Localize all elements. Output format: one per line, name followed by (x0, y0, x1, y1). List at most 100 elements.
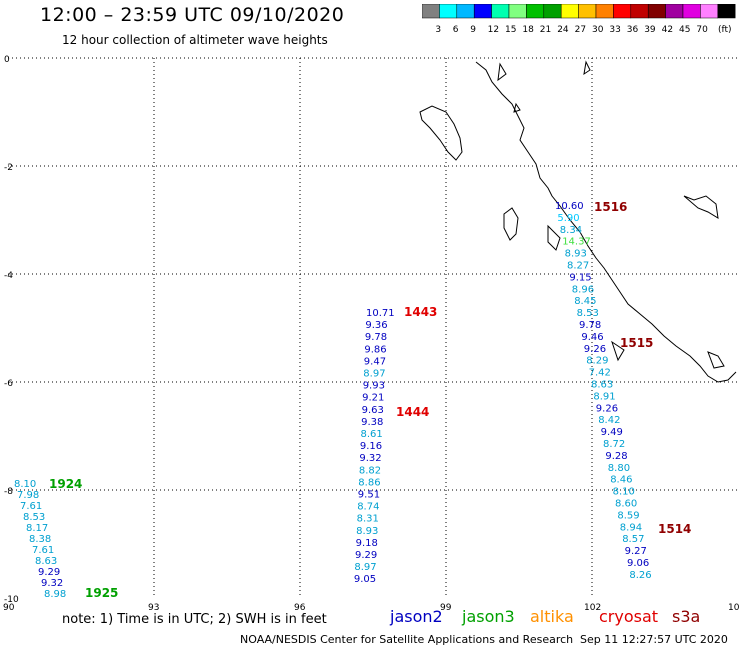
color-scale-legend: 3 6 9 12 15 18 21 24 27 30 33 36 39 42 45 70 (ft) (422, 4, 736, 35)
wave-height-value: 8.34 (560, 225, 582, 236)
wave-height-value: 9.78 (579, 320, 601, 331)
wave-height-value: 8.10 (14, 479, 36, 490)
y-tick-minus10: -10 (4, 595, 19, 605)
x-tick-99: 99 (440, 603, 452, 613)
map-title: 12:00 – 23:59 UTC 09/10/2020 (40, 4, 345, 26)
wave-height-value: 8.29 (586, 356, 608, 367)
legend-label: 21 (540, 25, 551, 35)
track-east: 10.605.908.3414.378.938.279.158.968.458.… (555, 201, 652, 581)
wave-height-value: 9.86 (364, 344, 386, 355)
wave-height-value: 8.96 (572, 284, 594, 295)
pass-time-1924: 1924 (49, 477, 82, 491)
wave-height-value: 14.37 (562, 237, 591, 248)
legend-label: 36 (627, 25, 639, 35)
y-tick-0: 0 (4, 55, 10, 65)
wave-height-value: 8.57 (622, 534, 644, 545)
x-tick-102: 102 (584, 603, 601, 613)
wave-height-value: 8.97 (363, 369, 385, 380)
wave-height-value: 7.61 (32, 545, 54, 556)
y-tick-minus6: -6 (4, 379, 13, 389)
legend-label: 27 (575, 25, 586, 35)
wave-height-value: 9.27 (625, 546, 647, 557)
y-tick-minus4: -4 (4, 271, 13, 281)
wave-height-value: 9.46 (581, 332, 603, 343)
wave-height-value: 8.46 (610, 475, 632, 486)
pass-time-1925: 1925 (85, 586, 118, 600)
x-tick-105: 105 (728, 603, 740, 613)
wave-height-value: 9.32 (359, 453, 381, 464)
wave-height-value: 9.29 (38, 567, 60, 578)
legend-unit: (ft) (718, 25, 732, 35)
wave-height-value: 8.63 (35, 556, 57, 567)
wave-height-value: 9.16 (360, 441, 382, 452)
x-axis-labels: 90 93 96 99 102 105 (3, 603, 740, 613)
wave-height-value: 8.82 (359, 465, 381, 476)
coastline (419, 60, 737, 383)
wave-height-value: 8.74 (357, 502, 379, 513)
legend-label: 30 (592, 25, 604, 35)
satellite-jason2: jason2 (390, 607, 443, 626)
pass-time-1516: 1516 (594, 200, 627, 214)
legend-label: 18 (522, 25, 534, 35)
wave-height-value: 9.38 (361, 417, 383, 428)
wave-height-value: 9.63 (362, 405, 384, 416)
y-tick-minus8: -8 (4, 487, 13, 497)
wave-height-value: 8.91 (593, 391, 615, 402)
footer-note: note: 1) Time is in UTC; 2) SWH is in fe… (62, 612, 327, 627)
legend-swatch (717, 4, 736, 19)
track-middle: 10.719.369.789.869.478.979.939.219.639.3… (354, 308, 395, 585)
wave-height-value: 9.05 (354, 574, 376, 585)
footer-timestamp: Sep 11 12:27:57 UTC 2020 (580, 633, 728, 646)
pass-time-1515: 1515 (620, 336, 653, 350)
wave-height-value: 8.98 (44, 589, 66, 600)
legend-label: 9 (470, 25, 476, 35)
wave-height-value: 9.32 (41, 578, 63, 589)
wave-height-value: 8.63 (591, 380, 613, 391)
wave-height-value: 10.71 (366, 308, 395, 319)
wave-height-value: 8.53 (577, 308, 599, 319)
wave-height-value: 8.86 (358, 477, 380, 488)
legend-label: 70 (696, 25, 708, 35)
wave-height-value: 9.15 (569, 272, 591, 283)
pass-time-1444: 1444 (396, 405, 429, 419)
wave-height-value: 8.10 (613, 487, 635, 498)
wave-height-value: 8.26 (629, 570, 651, 581)
wave-height-value: 8.38 (29, 534, 51, 545)
wave-height-value: 8.31 (357, 514, 379, 525)
y-tick-minus2: -2 (4, 163, 13, 173)
x-tick-93: 93 (148, 603, 159, 613)
wave-height-value: 8.94 (620, 522, 642, 533)
wave-height-value: 9.29 (355, 550, 377, 561)
satellite-s3a: s3a (672, 607, 701, 626)
legend-label: 3 (435, 25, 441, 35)
wave-height-value: 8.72 (603, 439, 625, 450)
wave-height-value: 10.60 (555, 201, 584, 212)
wave-height-value: 9.49 (601, 427, 623, 438)
wave-height-value: 8.93 (356, 526, 378, 537)
footer-credit: NOAA/NESDIS Center for Satellite Applica… (240, 633, 574, 646)
wave-height-value: 9.47 (364, 356, 386, 367)
wave-height-value: 8.17 (26, 523, 48, 534)
wave-height-value: 8.93 (565, 249, 587, 260)
wave-height-value: 9.18 (356, 538, 378, 549)
wave-height-value: 8.53 (23, 512, 45, 523)
wave-height-value: 8.59 (617, 510, 639, 521)
wave-height-value: 8.61 (361, 429, 383, 440)
wave-height-value: 9.93 (363, 381, 385, 392)
wave-height-value: 7.98 (17, 490, 39, 501)
legend-label: 12 (488, 25, 499, 35)
wave-height-value: 9.78 (365, 332, 387, 343)
wave-height-value: 9.21 (362, 393, 384, 404)
wave-height-value: 8.60 (615, 499, 637, 510)
wave-height-value: 8.97 (354, 562, 376, 573)
satellite-jason3: jason3 (462, 607, 515, 626)
wave-height-value: 8.42 (598, 415, 620, 426)
wave-height-value: 8.80 (608, 463, 630, 474)
legend-label: 39 (644, 25, 656, 35)
wave-height-value: 9.36 (365, 320, 387, 331)
x-tick-96: 96 (294, 603, 306, 613)
pass-time-1514: 1514 (658, 522, 691, 536)
map-subtitle: 12 hour collection of altimeter wave hei… (62, 33, 328, 47)
track-west: 8.107.987.618.538.178.387.618.639.299.32… (14, 479, 66, 600)
